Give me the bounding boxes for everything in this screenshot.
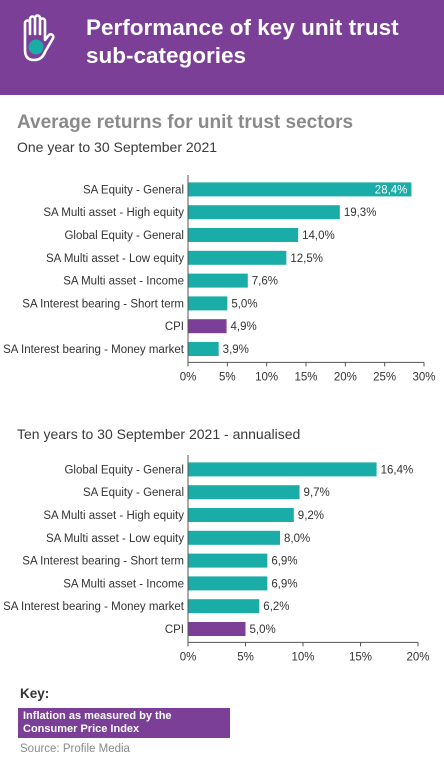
hand-icon [23,14,55,62]
category-label: SA Multi asset - High equity [43,510,184,522]
value-label: 6,9% [271,578,297,590]
bar [188,485,300,500]
bar [188,576,268,591]
bar [188,319,227,334]
value-label: 28,4% [375,184,408,196]
category-label: SA Multi asset - Low equity [46,253,184,265]
bar [188,508,294,522]
bar [188,599,260,614]
chart-1-subtitle: One year to 30 September 2021 [17,139,218,155]
category-label: CPI [165,321,184,333]
x-tick-label: 20% [334,371,357,383]
x-tick-label: 20% [406,651,429,663]
bar [188,530,280,545]
page-title: Performance of key unit trust sub-catego… [86,15,399,68]
value-label: 4,9% [231,321,257,333]
value-label: 16,4% [381,464,414,476]
source-text: Source: Profile Media [20,743,130,755]
chart-2-subtitle: Ten years to 30 September 2021 - annuali… [17,426,301,442]
value-label: 6,9% [271,556,297,568]
header-banner: Performance of key unit trust sub-catego… [0,0,444,95]
x-tick-label: 15% [349,651,372,663]
bar [188,342,219,356]
category-label: Global Equity - General [64,230,184,242]
category-label: SA Multi asset - High equity [43,207,184,219]
bar [188,205,340,220]
x-tick-label: 0% [180,651,197,663]
category-label: SA Multi asset - Income [63,578,184,590]
value-label: 9,7% [304,487,330,499]
category-label: CPI [165,624,184,636]
x-tick-label: 30% [412,371,435,383]
bar [188,182,412,197]
bar [188,273,248,288]
value-label: 6,2% [263,601,289,613]
value-label: 9,2% [298,510,324,522]
category-label: SA Multi asset - Low equity [46,533,184,545]
category-label: SA Interest bearing - Short term [22,298,184,310]
chart-ten-years: Global Equity - General 16,4% SA Equity - … [3,455,430,663]
value-label: 5,0% [250,624,276,636]
bar [188,296,228,311]
x-tick-label: 5% [237,651,254,663]
category-label: SA Multi asset - Income [63,276,184,288]
category-label: SA Interest bearing - Money market [3,601,185,613]
value-label: 12,5% [290,253,323,265]
bar [188,553,268,568]
category-label: Global Equity - General [64,464,184,476]
category-label: SA Interest bearing - Short term [22,556,184,568]
value-label: 8,0% [284,533,310,545]
bar [188,462,377,477]
x-tick-label: 25% [373,371,396,383]
value-label: 3,9% [223,344,249,356]
x-tick-label: 10% [291,651,314,663]
category-label: SA Equity - General [83,184,184,196]
x-tick-label: 5% [219,371,236,383]
value-label: 7,6% [252,276,278,288]
chart-title: Average returns for unit trust sectors [17,112,354,133]
category-label: SA Equity - General [83,487,184,499]
key-legend-box: Inflation as measured by the Consumer Pr… [18,708,230,738]
bar [188,622,246,636]
value-label: 19,3% [344,207,377,219]
value-label: 5,0% [231,298,257,310]
key-label: Key: [20,686,50,701]
category-label: SA Interest bearing - Money market [3,344,185,356]
x-tick-label: 0% [180,371,197,383]
bar [188,250,287,265]
x-tick-label: 15% [294,371,317,383]
chart-one-year: SA Equity - General 28,4% SA Multi asset -… [3,175,436,383]
x-tick-label: 10% [255,371,278,383]
bar [188,228,299,242]
value-label: 14,0% [302,230,335,242]
